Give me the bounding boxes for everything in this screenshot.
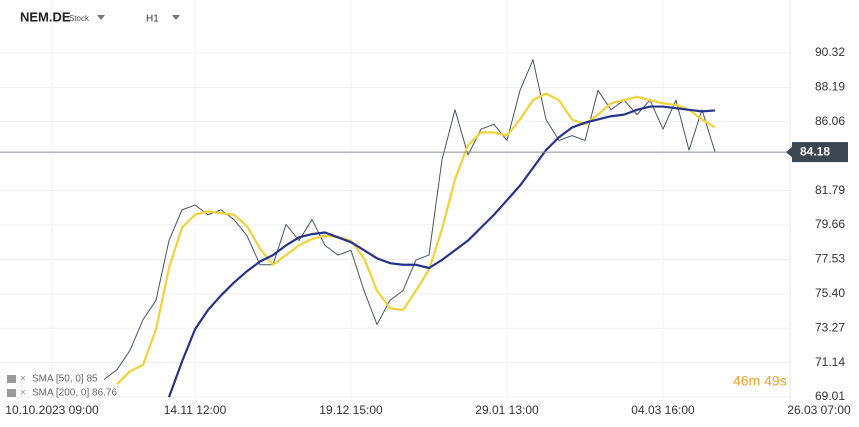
y-tick-label: 73.27 — [815, 320, 845, 334]
countdown: 46m 49s — [733, 373, 787, 389]
y-tick-label: 90.32 — [815, 45, 845, 59]
y-tick-label: 86.06 — [815, 114, 845, 128]
last-price-box — [792, 142, 848, 163]
x-tick-label: 04.03 16:00 — [631, 403, 695, 417]
dropdown-arrow[interactable] — [97, 15, 105, 20]
sma-line — [167, 105, 716, 398]
y-tick-label: 81.79 — [815, 183, 845, 197]
symbol[interactable]: NEM.DE — [20, 9, 71, 24]
y-tick-label: 77.53 — [815, 252, 845, 266]
last-price-label: 84.18 — [800, 144, 830, 158]
y-tick-label: 75.40 — [815, 286, 845, 300]
legend-icon — [7, 375, 16, 383]
plot — [0, 0, 791, 402]
x-tick-label: 10.10.2023 09:00 — [5, 403, 99, 417]
legend-icon — [7, 389, 16, 397]
last-price-pointer — [786, 146, 793, 159]
sma-line — [116, 92, 716, 386]
legend-close: × — [20, 388, 26, 399]
dropdown-arrow[interactable] — [172, 15, 180, 20]
legend-close: × — [20, 374, 26, 385]
legend-entry: SMA [50, 0] 85 — [32, 374, 98, 385]
instrument-kind: Stock — [69, 14, 90, 23]
x-tick-label: 29.01 13:00 — [475, 403, 539, 417]
y-tick-label: 88.19 — [815, 80, 845, 94]
legend-entry: SMA [200, 0] 86.76 — [32, 388, 117, 399]
x-tick-label: 14.11 12:00 — [164, 403, 227, 417]
y-tick-label: 79.66 — [815, 217, 845, 231]
y-tick-label: 69.01 — [815, 389, 845, 403]
y-tick-label: 71.14 — [815, 355, 845, 369]
x-tick-label: 19.12 15:00 — [319, 403, 383, 417]
x-tick-label: 26.03 07:00 — [787, 403, 851, 417]
interval[interactable]: H1 — [146, 14, 159, 25]
